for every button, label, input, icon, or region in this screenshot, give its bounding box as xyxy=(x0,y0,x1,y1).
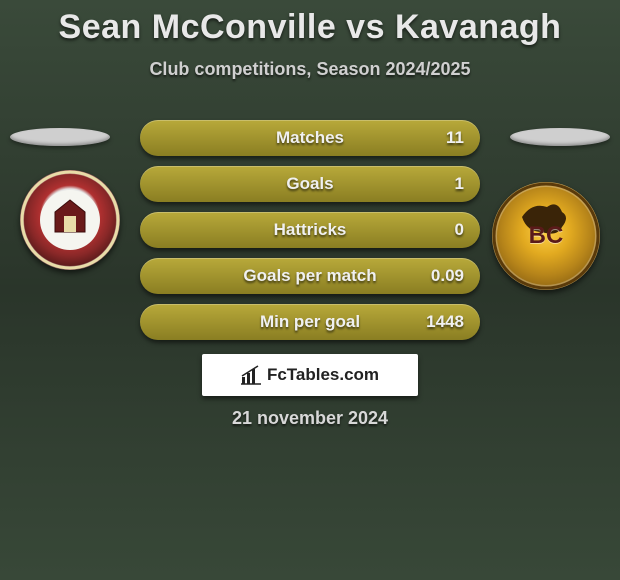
badge-text: BC xyxy=(529,222,564,250)
page-title: Sean McConville vs Kavanagh xyxy=(0,0,620,47)
stat-row: Hattricks 0 xyxy=(140,212,480,248)
date-text: 21 november 2024 xyxy=(0,408,620,429)
comparison-card: Sean McConville vs Kavanagh Club competi… xyxy=(0,0,620,580)
club-badge-left xyxy=(20,170,120,270)
crest-icon xyxy=(20,170,120,270)
stat-row: Goals 1 xyxy=(140,166,480,202)
stat-label: Goals per match xyxy=(243,266,376,286)
player-slot-right xyxy=(510,128,610,146)
stat-row: Goals per match 0.09 xyxy=(140,258,480,294)
subtitle: Club competitions, Season 2024/2025 xyxy=(0,59,620,80)
stat-value: 1448 xyxy=(426,312,464,332)
stat-row: Min per goal 1448 xyxy=(140,304,480,340)
stat-row: Matches 11 xyxy=(140,120,480,156)
stats-block: Matches 11 Goals 1 Hattricks 0 Goals per… xyxy=(140,120,480,350)
stat-value: 11 xyxy=(446,128,464,148)
stat-value: 0.09 xyxy=(431,266,464,286)
stat-label: Goals xyxy=(286,174,333,194)
stat-value: 0 xyxy=(455,220,464,240)
player-slot-left xyxy=(10,128,110,146)
bar-chart-icon xyxy=(241,365,261,385)
brand-text: FcTables.com xyxy=(267,365,379,385)
stat-label: Min per goal xyxy=(260,312,360,332)
club-badge-right: BC xyxy=(492,182,600,290)
brand-box: FcTables.com xyxy=(202,354,418,396)
stat-label: Matches xyxy=(276,128,344,148)
stat-label: Hattricks xyxy=(274,220,347,240)
stat-value: 1 xyxy=(455,174,464,194)
